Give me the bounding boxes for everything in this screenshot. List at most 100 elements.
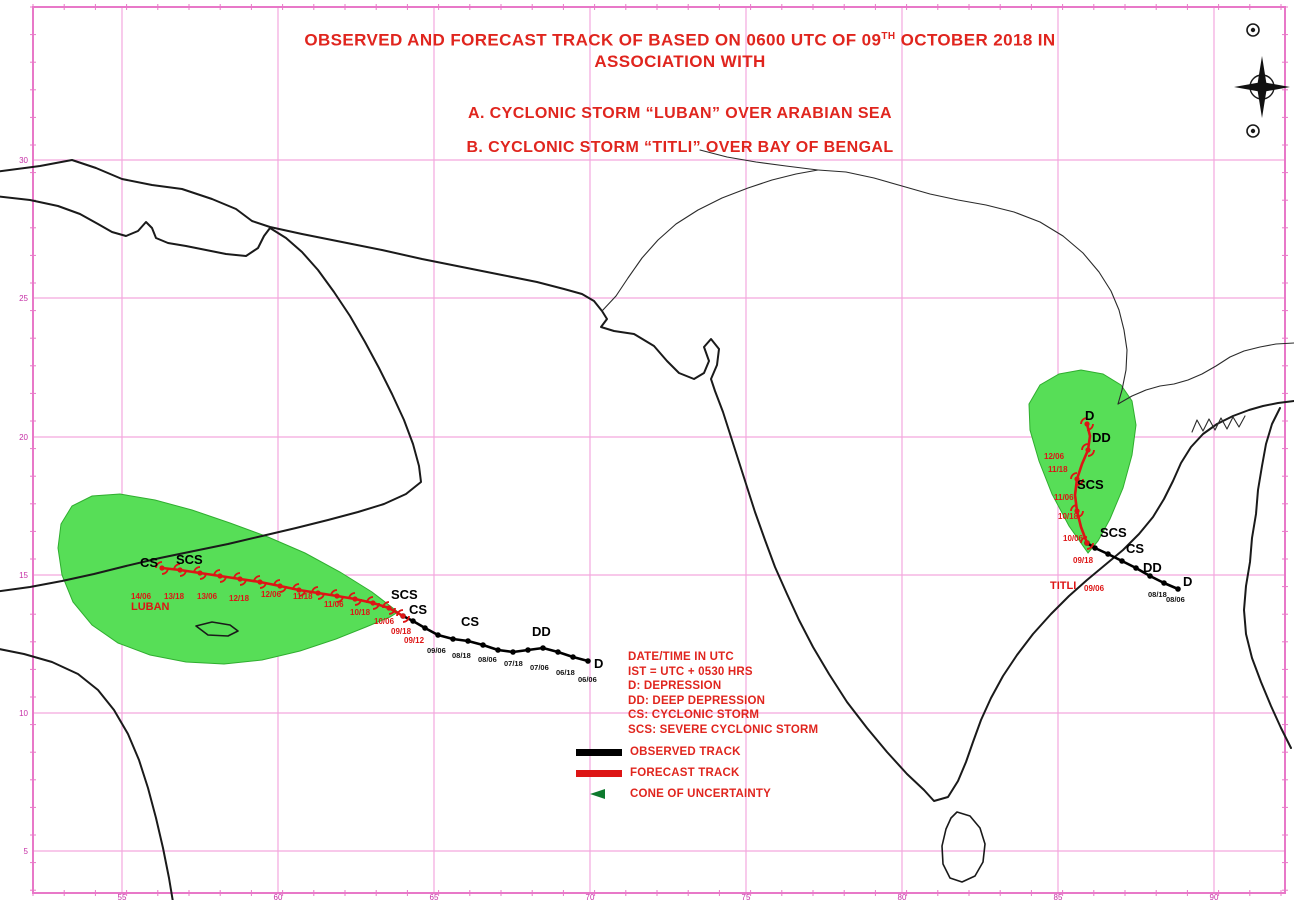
cyclone-symbol-arm	[233, 572, 241, 580]
cone-of-uncertainty-label: CONE OF UNCERTAINTY	[630, 788, 771, 800]
observed-datetime-label: 08/18	[1148, 590, 1167, 599]
intensity-stage-label: CS	[1126, 541, 1144, 556]
intensity-stage-label: SCS	[176, 552, 203, 567]
cyclone-symbol-arm	[161, 567, 169, 575]
latitude-tick-label: 20	[19, 433, 28, 442]
longitude-tick-label: 55	[118, 893, 127, 900]
cyclone-symbol-arm	[1086, 542, 1094, 550]
longitude-tick-label: 85	[1054, 893, 1063, 900]
cyclone-symbol-arm	[1070, 504, 1078, 512]
legend-def-d: D: DEPRESSION	[628, 680, 722, 692]
observed-position-dot	[1133, 565, 1139, 571]
cyclone-symbol-arm	[1080, 417, 1088, 425]
observed-datetime-label: 09/06	[427, 646, 446, 655]
cyclone-symbol-arm	[311, 586, 319, 594]
cyclone-symbol-arm	[348, 592, 356, 600]
observed-datetime-label: 08/18	[452, 651, 471, 660]
luban-forecast-track	[161, 566, 404, 618]
border-himalaya	[817, 169, 1128, 405]
forecast-datetime-label: 10/06	[1063, 534, 1084, 543]
cyclone-symbol-arm	[298, 589, 306, 597]
observed-position-dot	[495, 647, 501, 653]
legend-def-dd: DD: DEEP DEPRESSION	[628, 694, 766, 707]
cyclone-symbol-center	[1074, 476, 1080, 482]
forecast-datetime-label: 12/18	[229, 594, 250, 603]
forecast-datetime-label: 09/06	[1084, 584, 1105, 593]
compass-rose-icon	[1234, 23, 1290, 138]
latitude-tick-label: 25	[19, 294, 28, 303]
observed-position-dot	[450, 636, 456, 642]
observed-position-dot	[525, 647, 531, 653]
forecast-datetime-label: 10/18	[350, 608, 371, 617]
intensity-stage-label: D	[1085, 408, 1094, 423]
observed-position-dot	[540, 645, 546, 651]
forecast-datetime-label: 13/18	[164, 592, 185, 601]
observed-position-dot	[480, 642, 486, 648]
observed-position-dot	[465, 638, 471, 644]
cyclone-symbol-arm	[219, 575, 227, 583]
cyclone-symbol-center	[159, 565, 165, 571]
map-frame	[32, 6, 1286, 894]
forecast-track-swatch	[576, 769, 622, 777]
cyclone-symbol-arm	[179, 569, 187, 577]
intensity-stage-label: D	[1183, 574, 1192, 589]
cyclone-symbol-arm	[213, 569, 221, 577]
cyclone-symbol-arm	[1076, 478, 1084, 486]
title-line-2: ASSOCIATION WITH	[594, 51, 766, 71]
cyclone-symbol-center	[400, 613, 406, 619]
observed-position-dot	[410, 618, 416, 624]
intensity-stage-label: D	[594, 656, 603, 671]
forecast-datetime-label: 13/06	[197, 592, 218, 601]
cyclone-symbol-center	[296, 587, 302, 593]
observed-position-dot	[1161, 580, 1167, 586]
titli-name-label: TITLI	[1050, 580, 1076, 592]
cyclone-symbol-arm	[199, 572, 207, 580]
cyclone-symbol-arm	[388, 607, 396, 615]
cyclone-symbol-center	[217, 573, 223, 579]
longitude-tick-label: 80	[898, 893, 907, 900]
observed-position-dot	[585, 658, 591, 664]
cyclone-symbol-center	[237, 576, 243, 582]
cyclone-symbol-arm	[402, 615, 410, 623]
cyclone-symbol-arm	[273, 579, 281, 587]
cyclone-symbol-arm	[382, 601, 390, 609]
cyclone-symbol-arm	[1080, 536, 1088, 544]
cyclone-symbol-arm	[396, 609, 404, 617]
intensity-stage-label: SCS	[1077, 477, 1104, 492]
cyclone-symbol-center	[1074, 508, 1080, 514]
observed-position-dot	[1092, 545, 1098, 551]
cyclone-symbol-center	[1085, 447, 1091, 453]
intensity-stage-label: CS	[461, 614, 479, 629]
cyclone-symbol-center	[352, 596, 358, 602]
legend-def-scs: SCS: SEVERE CYCLONIC STORM	[628, 723, 819, 736]
title-line-1-tail: OCTOBER 2018 IN	[895, 30, 1056, 50]
longitude-tick-label: 60	[274, 893, 283, 900]
luban-name-label: LUBAN	[131, 601, 170, 613]
title-line-1-text: OBSERVED AND FORECAST TRACK OF BASED ON …	[304, 30, 882, 50]
cyclone-symbol-center	[177, 567, 183, 573]
island-socotra	[195, 621, 239, 637]
latitude-tick-label: 15	[19, 571, 28, 580]
forecast-datetime-label: 10/06	[374, 617, 395, 626]
cyclone-symbol-center	[1084, 540, 1090, 546]
legend-def-cs: CS: CYCLONIC STORM	[628, 709, 760, 721]
observed-track-label: OBSERVED TRACK	[630, 746, 741, 758]
observed-position-dot	[1119, 558, 1125, 564]
cyclone-symbol-arm	[1070, 472, 1078, 480]
forecast-datetime-label: 10/18	[1058, 512, 1079, 521]
intensity-stage-label: CS	[409, 602, 427, 617]
cyclone-symbol-arm	[253, 575, 261, 583]
legend-note-utc: DATE/TIME IN UTC	[628, 651, 734, 663]
forecast-datetime-label: 11/18	[1048, 465, 1068, 474]
cyclone-symbol-arm	[1087, 449, 1095, 457]
intensity-stage-label: DD	[1143, 560, 1162, 575]
observed-datetime-label: 07/06	[530, 663, 549, 672]
title-ordinal-suffix: TH	[881, 31, 896, 42]
observed-datetime-label: 08/06	[1166, 595, 1185, 604]
cyclone-symbol-arm	[366, 596, 374, 604]
forecast-datetime-label: 11/18	[293, 592, 313, 601]
map-title-block: OBSERVED AND FORECAST TRACK OF BASED ON …	[150, 26, 1210, 157]
